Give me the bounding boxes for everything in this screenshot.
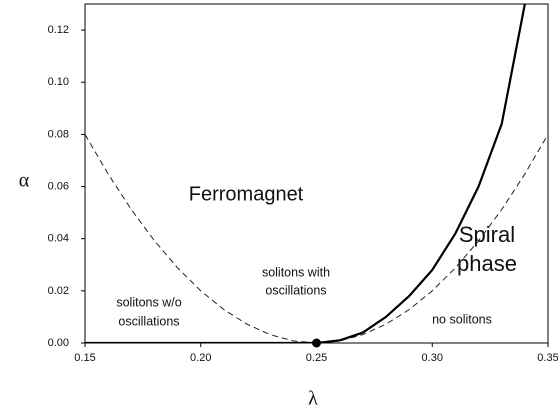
curve (85, 134, 548, 343)
annotation: Spiral (459, 222, 515, 247)
annotation: solitons w/o (116, 295, 181, 309)
y-tick-label: 0.10 (48, 76, 69, 88)
annotation: oscillations (118, 314, 179, 328)
y-axis-label: α (19, 170, 30, 192)
x-tick-label: 0.15 (74, 352, 95, 364)
x-tick-label: 0.25 (306, 352, 327, 364)
x-tick-label: 0.20 (190, 352, 211, 364)
x-tick-label: 0.30 (422, 352, 443, 364)
annotation: solitons with (262, 265, 330, 279)
x-tick-label: 0.35 (537, 352, 558, 364)
y-tick-label: 0.12 (48, 24, 69, 36)
y-tick-label: 0.06 (48, 180, 69, 192)
annotation: oscillations (265, 283, 326, 297)
curve (85, 4, 526, 343)
annotation: no solitons (432, 312, 492, 326)
annotation: Ferromagnet (189, 183, 304, 205)
y-tick-label: 0.08 (48, 128, 69, 140)
y-tick-label: 0.02 (48, 285, 69, 297)
annotation: phase (457, 251, 517, 276)
y-tick-label: 0.04 (48, 233, 69, 245)
y-tick-label: 0.00 (48, 337, 69, 349)
x-axis-label: λ (308, 388, 318, 410)
critical-point (312, 338, 321, 348)
